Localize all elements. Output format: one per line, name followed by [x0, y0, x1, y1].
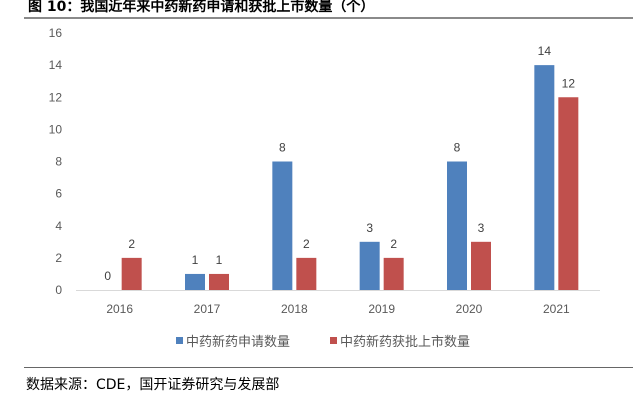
y-tick-label: 16	[49, 26, 63, 40]
data-label: 2	[128, 237, 135, 251]
bottom-rule	[24, 367, 633, 368]
figure-title: 图 10：我国近年来中药新药申请和获批上市数量（个）	[28, 0, 375, 15]
x-tick-label: 2020	[456, 302, 483, 316]
bar-approvals	[209, 273, 229, 290]
y-tick-label: 6	[55, 187, 62, 201]
y-tick-label: 10	[49, 122, 63, 136]
bar-approvals	[558, 97, 579, 290]
data-label: 3	[478, 221, 485, 235]
legend-swatch	[330, 337, 337, 344]
x-tick-label: 2021	[543, 302, 570, 316]
bar-approvals	[471, 241, 491, 290]
y-tick-label: 8	[55, 155, 62, 169]
bar-applications	[534, 65, 555, 290]
bar-approvals	[121, 257, 142, 290]
data-label: 3	[366, 221, 373, 235]
y-tick-label: 12	[49, 90, 63, 104]
x-tick-label: 2016	[106, 302, 133, 316]
data-label: 12	[562, 76, 576, 90]
bar-applications	[447, 161, 467, 290]
y-tick-label: 14	[49, 58, 63, 72]
data-label: 2	[303, 237, 310, 251]
data-label: 8	[454, 141, 461, 155]
data-label: 14	[538, 44, 552, 58]
x-tick-label: 2018	[281, 302, 308, 316]
legend-label: 中药新药获批上市数量	[340, 334, 470, 350]
bar-applications	[185, 273, 205, 290]
y-tick-label: 0	[55, 283, 62, 297]
bar-applications	[272, 161, 293, 290]
y-tick-label: 4	[55, 219, 62, 233]
data-label: 1	[216, 253, 223, 267]
data-label: 2	[390, 237, 397, 251]
data-label: 0	[104, 269, 111, 283]
bar-approvals	[296, 257, 317, 290]
y-tick-label: 2	[55, 251, 62, 265]
legend-swatch	[176, 337, 183, 344]
bar-approvals	[383, 257, 404, 290]
x-tick-label: 2017	[194, 302, 221, 316]
bar-applications	[359, 241, 380, 290]
x-tick-label: 2019	[368, 302, 395, 316]
legend-label: 中药新药申请数量	[186, 334, 290, 350]
data-label: 8	[279, 141, 286, 155]
data-label: 1	[192, 253, 199, 267]
source-note: 数据来源：CDE，国开证券研究与发展部	[26, 377, 280, 393]
top-rule	[24, 17, 633, 19]
